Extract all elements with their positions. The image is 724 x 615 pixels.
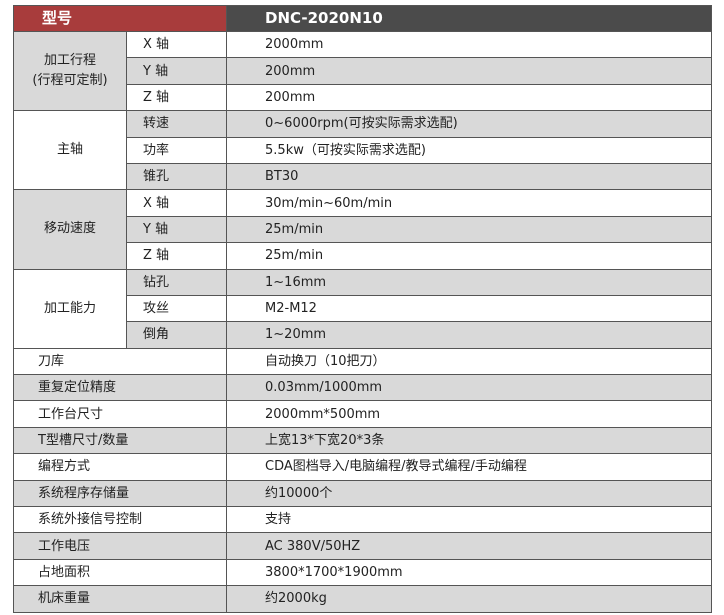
- table-row: Z 轴 25m/min: [14, 242, 712, 270]
- table-row: 攻丝 M2-M12: [14, 294, 712, 323]
- spec-label: 刀库: [12, 347, 228, 376]
- table-row: T型槽尺寸/数量 上宽13*下宽20*3条: [12, 426, 712, 455]
- group-label: 移动速度: [13, 189, 127, 270]
- spec-value: BT30: [226, 162, 712, 191]
- sub-label: 攻丝: [125, 294, 228, 323]
- spec-label: 占地面积: [12, 558, 228, 587]
- spec-value: 约2000kg: [226, 585, 712, 613]
- spec-value: 约10000个: [226, 479, 712, 508]
- group-label-text: 加工能力: [43, 300, 96, 316]
- sub-label: 功率: [125, 136, 228, 164]
- sub-label: 锥孔: [125, 162, 228, 191]
- spec-value: 5.5kw（可按实际需求选配): [226, 136, 712, 164]
- header-label: 型号: [12, 5, 228, 32]
- spec-label: 编程方式: [12, 453, 228, 481]
- table-row: 系统程序存储量 约10000个: [12, 479, 712, 508]
- spec-value: 2000mm: [226, 30, 712, 59]
- sub-label: X 轴: [125, 30, 228, 59]
- spec-value: 200mm: [226, 83, 712, 112]
- header-row: 型号 DNC-2020N10: [12, 5, 712, 32]
- table-row: 移动速度 X 轴 30m/min~60m/min: [13, 189, 712, 270]
- spec-value: CDA图档导入/电脑编程/教导式编程/手动编程: [226, 453, 712, 481]
- spec-value: 25m/min: [226, 242, 712, 270]
- header-model: DNC-2020N10: [226, 5, 712, 32]
- sub-label: Y 轴: [125, 57, 228, 85]
- group-label: 加工能力: [13, 268, 127, 349]
- spec-value: 1~20mm: [226, 321, 712, 349]
- sub-label: 倒角: [125, 321, 228, 349]
- table-row: 工作台尺寸 2000mm*500mm: [12, 400, 712, 428]
- table-row: 功率 5.5kw（可按实际需求选配): [14, 136, 712, 164]
- spec-value: 0~6000rpm(可按实际需求选配): [226, 110, 712, 138]
- sub-label: X 轴: [125, 189, 228, 217]
- spec-value: 3800*1700*1900mm: [226, 558, 712, 587]
- spec-value: 1~16mm: [226, 268, 712, 296]
- group-label-text: 加工行程: [43, 53, 96, 69]
- spec-value: 2000mm*500mm: [226, 400, 712, 428]
- table-row: 机床重量 约2000kg: [12, 585, 712, 613]
- group-label-note: (行程可定制): [32, 73, 108, 89]
- table-row: 加工能力 钻孔 1~16mm: [13, 268, 712, 349]
- spec-label: 工作台尺寸: [12, 400, 228, 428]
- table-row: Y 轴 25m/min: [14, 215, 712, 244]
- spec-value: M2-M12: [226, 294, 712, 323]
- spec-value: 支持: [226, 506, 712, 534]
- spec-label: 工作电压: [12, 532, 228, 560]
- table-row: 锥孔 BT30: [14, 162, 712, 191]
- sub-label: Y 轴: [125, 215, 228, 244]
- spec-label: 系统程序存储量: [12, 479, 228, 508]
- spec-label: T型槽尺寸/数量: [12, 426, 228, 455]
- spec-value: AC 380V/50HZ: [226, 532, 712, 560]
- spec-value: 自动换刀（10把刀）: [226, 347, 712, 376]
- table-row: 工作电压 AC 380V/50HZ: [12, 532, 712, 560]
- sub-label: Z 轴: [125, 83, 228, 112]
- group-label: 加工行程 (行程可定制): [13, 30, 127, 112]
- spec-label: 机床重量: [12, 585, 228, 613]
- spec-label: 系统外接信号控制: [12, 506, 228, 534]
- table-row: 刀库 自动换刀（10把刀）: [12, 347, 712, 376]
- group-label-text: 主轴: [56, 142, 83, 158]
- group-label: 主轴: [13, 110, 127, 191]
- table-row: 编程方式 CDA图档导入/电脑编程/教导式编程/手动编程: [12, 453, 712, 481]
- table-row: 加工行程 (行程可定制) X 轴 2000mm: [13, 30, 712, 112]
- table-row: 主轴 转速 0~6000rpm(可按实际需求选配): [13, 110, 712, 191]
- group-label-text: 移动速度: [43, 221, 96, 237]
- spec-value: 200mm: [226, 57, 712, 85]
- sub-label: 转速: [125, 110, 228, 138]
- spec-value: 0.03mm/1000mm: [226, 374, 712, 402]
- spec-value: 25m/min: [226, 215, 712, 244]
- spec-label: 重复定位精度: [12, 374, 228, 402]
- sub-label: Z 轴: [125, 242, 228, 270]
- table-row: 重复定位精度 0.03mm/1000mm: [12, 374, 712, 402]
- sub-label: 钻孔: [125, 268, 228, 296]
- spec-value: 上宽13*下宽20*3条: [226, 426, 712, 455]
- table-row: 系统外接信号控制 支持: [12, 506, 712, 534]
- table-row: Z 轴 200mm: [14, 83, 712, 112]
- table-row: 倒角 1~20mm: [14, 321, 712, 349]
- spec-value: 30m/min~60m/min: [226, 189, 712, 217]
- spec-table: 型号 DNC-2020N10 加工行程 (行程可定制) X 轴 2000mm Y 轴 20…: [12, 5, 712, 613]
- table-row: 占地面积 3800*1700*1900mm: [12, 558, 712, 587]
